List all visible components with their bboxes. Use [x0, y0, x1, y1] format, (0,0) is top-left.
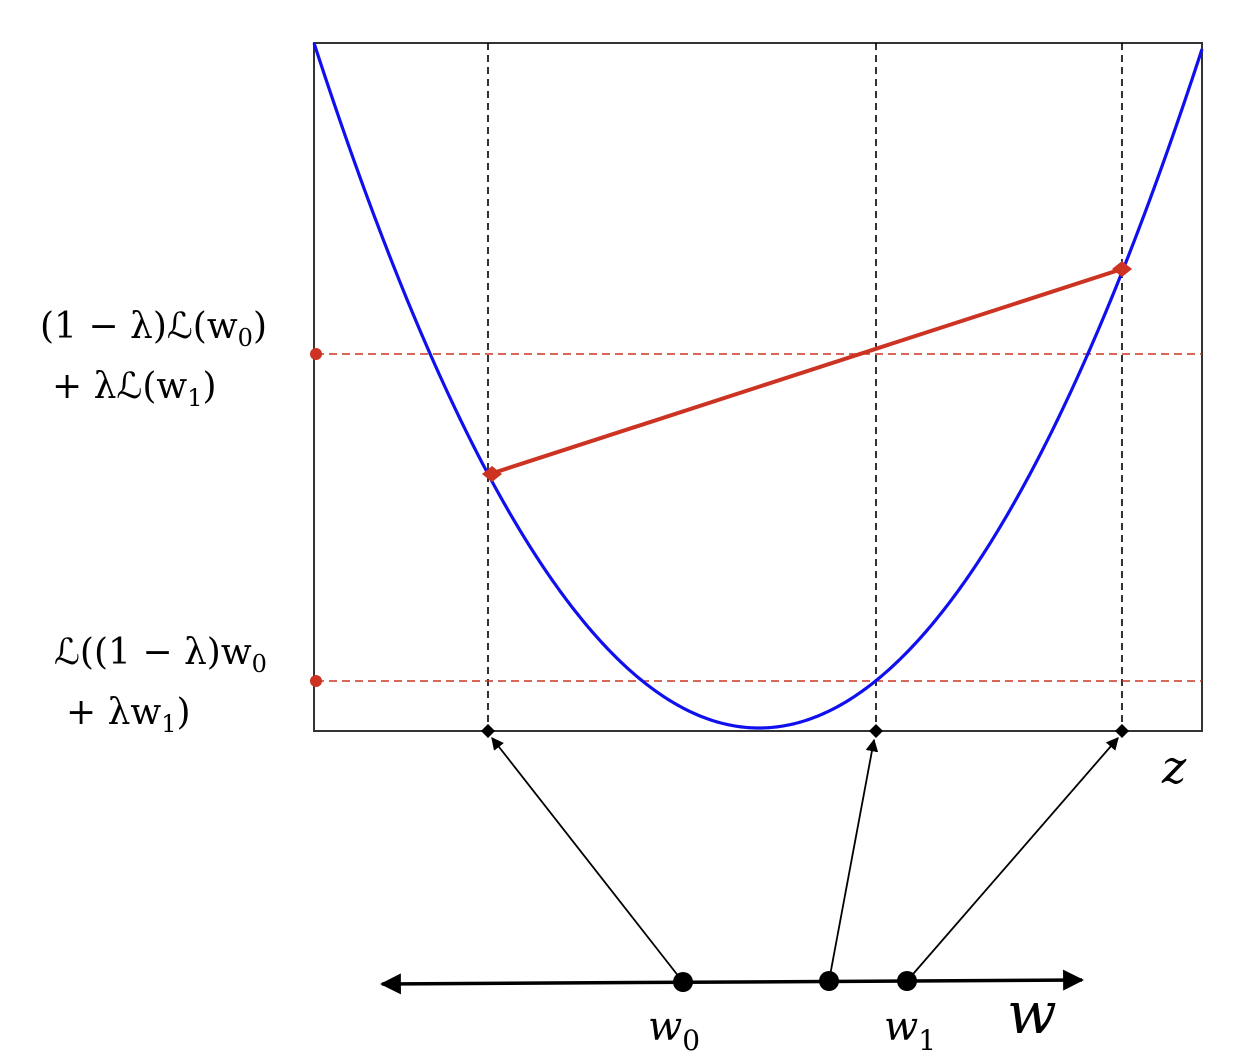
chord-endpoint-w0	[482, 466, 502, 482]
chord-line	[489, 267, 1123, 476]
point-w1	[897, 971, 917, 991]
w-axis-label: w	[1007, 979, 1057, 1047]
point-w0	[673, 972, 693, 992]
loss-value-marker	[310, 675, 322, 687]
map-arrow-w1	[906, 737, 1119, 982]
z-marker-mix	[869, 724, 883, 738]
label-loss-value-line1: ℒ((1 − λ)w0	[54, 632, 267, 678]
z-marker-w0	[481, 724, 495, 738]
label-chord-value-line2: + λℒ(w1)	[52, 366, 217, 412]
loss-curve	[312, 42, 1204, 730]
z-axis-label: z	[1161, 740, 1187, 794]
plot-frame	[313, 42, 1203, 732]
chord-endpoint-w1	[1112, 261, 1132, 277]
w-axis	[379, 969, 1085, 995]
z-marker-w1	[1115, 724, 1129, 738]
w1-label: w1	[884, 1004, 936, 1057]
label-chord-value-line1: (1 − λ)ℒ(w0)	[40, 306, 267, 352]
label-loss-value-line2: + λw1)	[66, 692, 191, 738]
point-mix	[819, 971, 839, 991]
chord-value-marker	[310, 348, 322, 360]
w0-label: w0	[648, 1004, 700, 1057]
map-arrow-mix	[828, 738, 879, 982]
map-arrow-w0	[491, 737, 684, 983]
